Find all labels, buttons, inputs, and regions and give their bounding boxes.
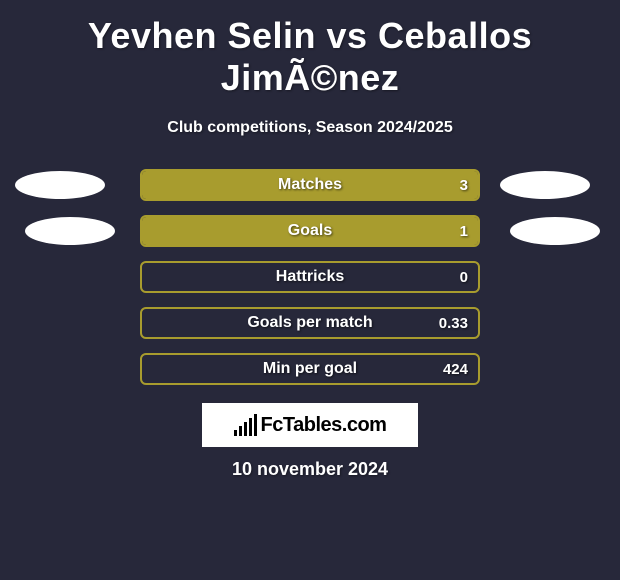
stat-bar: Goals 1 [140,215,480,247]
stat-label: Matches [278,176,342,194]
stat-value: 0.33 [439,315,468,332]
stat-row: Hattricks 0 [0,261,620,293]
subtitle: Club competitions, Season 2024/2025 [0,119,620,137]
stat-row: Goals 1 [0,215,620,247]
avatar-left [15,171,105,199]
brand-box[interactable]: FcTables.com [202,403,418,447]
stat-bar: Goals per match 0.33 [140,307,480,339]
stat-label: Hattricks [276,268,344,286]
stat-label: Goals [288,222,332,240]
stat-row: Min per goal 424 [0,353,620,385]
stat-value: 424 [443,361,468,378]
bars-icon [234,414,257,436]
page-title: Yevhen Selin vs Ceballos JimÃ©nez [0,15,620,99]
stat-value: 1 [460,223,468,240]
stat-bar: Hattricks 0 [140,261,480,293]
stat-label: Goals per match [247,314,372,332]
stats-card: Yevhen Selin vs Ceballos JimÃ©nez Club c… [0,0,620,490]
stat-bar: Min per goal 424 [140,353,480,385]
avatar-left [25,217,115,245]
stat-row: Goals per match 0.33 [0,307,620,339]
avatar-right [500,171,590,199]
brand-text: FcTables.com [261,414,387,437]
stat-label: Min per goal [263,360,357,378]
stats-rows: Matches 3 Goals 1 Hattricks 0 Goals per match 0… [0,169,620,385]
avatar-right [510,217,600,245]
date-label: 10 november 2024 [0,459,620,480]
stat-bar: Matches 3 [140,169,480,201]
stat-value: 3 [460,177,468,194]
stat-row: Matches 3 [0,169,620,201]
stat-value: 0 [460,269,468,286]
